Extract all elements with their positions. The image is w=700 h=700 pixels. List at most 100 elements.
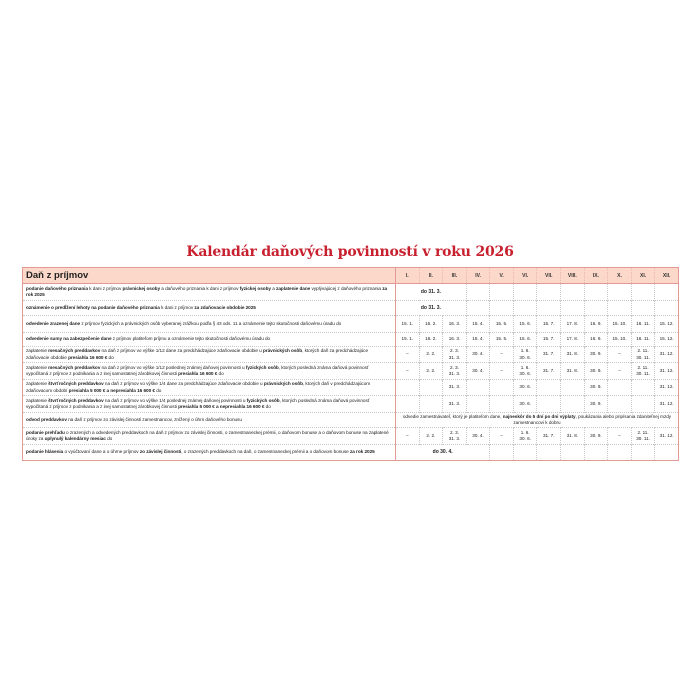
- tax-calendar-table: Daň z príjmov I. II. III. IV. V. VI. VII. VIII.…: [22, 267, 679, 461]
- table-row: zaplatenie mesačných preddavkov na daň z…: [22, 346, 679, 363]
- empty-cell: [607, 300, 632, 316]
- empty-cell: [489, 444, 514, 461]
- deadline-cell: 15. 7.: [536, 315, 561, 333]
- deadline-cell: [630, 379, 655, 396]
- deadline-cell: [607, 379, 632, 396]
- deadline-cell: –: [607, 346, 632, 363]
- bold-text: podanie daňového priznania: [26, 285, 88, 291]
- deadline-cell: 17. 8.: [560, 332, 585, 347]
- deadline-cell: 2. 2.: [418, 346, 443, 363]
- deadline-cell: 16. 11.: [630, 332, 655, 347]
- bold-text: za rok 2025: [349, 449, 375, 455]
- empty-cell: [512, 283, 537, 301]
- deadline-cell: 30. 4.: [465, 427, 490, 445]
- bold-text: odvedenie zrazenej dane: [26, 320, 81, 326]
- deadline-cell: 16. 9.: [583, 332, 608, 347]
- deadline-cell: 1. 6. 30. 6.: [512, 362, 537, 380]
- deadline-cell: 17. 8.: [560, 315, 585, 333]
- table-row: zaplatenie mesačných preddavkov na daň z…: [22, 362, 679, 380]
- deadline-span: do 30. 4.: [394, 444, 490, 461]
- deadline-cell: 31. 12.: [654, 346, 679, 363]
- month-header: VI.: [512, 267, 537, 284]
- empty-cell: [630, 283, 655, 301]
- bold-text: právnických osôb: [263, 381, 303, 387]
- empty-cell: [654, 283, 679, 301]
- bold-text: štvrťročných preddavkov: [48, 381, 104, 387]
- deadline-cell: [536, 395, 561, 413]
- deadline-cell: 2. 3. 31. 3.: [442, 427, 467, 445]
- empty-cell: [536, 300, 561, 316]
- empty-cell: [654, 300, 679, 316]
- bold-text: zaplatenie dane: [276, 285, 311, 291]
- text: o zrazených a odvedených preddavkoch na …: [26, 429, 389, 441]
- text: do: [217, 371, 224, 376]
- empty-cell: [465, 300, 490, 316]
- deadline-cell: 15. 6.: [512, 315, 537, 333]
- text: , ktorých posledná známa daňová povinnos…: [26, 364, 369, 376]
- table-row: zaplatenie štvrťročných preddavkov na da…: [22, 395, 679, 413]
- bold-text: podanie prehľadu: [26, 429, 65, 435]
- deadline-cell: 31. 7.: [536, 346, 561, 363]
- deadline-cell: 2. 3. 31. 3.: [442, 346, 467, 363]
- empty-cell: [630, 444, 655, 461]
- text: k dani z príjmov: [88, 285, 123, 291]
- month-header: I.: [395, 267, 420, 284]
- bold-text: mesačných preddavkov: [48, 364, 101, 370]
- deadline-cell: 16. 3.: [442, 332, 467, 347]
- text: a daňového priznania k dani z príjmov: [160, 285, 240, 291]
- deadline-cell: [465, 379, 490, 396]
- deadline-cell: [536, 379, 561, 396]
- bold-text: oznámenie o predĺžení lehoty na podanie …: [26, 304, 160, 310]
- deadline-span: do 31. 3.: [395, 283, 467, 301]
- obligation-description: podanie prehľadu o zrazených a odvedenýc…: [22, 427, 396, 445]
- page-title: Kalendár daňových povinností v roku 2026: [186, 244, 514, 260]
- deadline-cell: 30. 6.: [512, 379, 537, 396]
- bold-text: za zdaňovacie obdobie 2025: [194, 304, 256, 310]
- deadline-cell: [560, 395, 585, 413]
- bold-text: presiahla 16 600 €: [68, 354, 108, 360]
- deadline-cell: 2. 3. 31. 3.: [442, 362, 467, 380]
- empty-cell: [607, 283, 632, 301]
- deadline-cell: 30. 9.: [583, 427, 608, 445]
- empty-cell: [654, 444, 679, 461]
- deadline-cell: 16. 9.: [583, 315, 608, 333]
- deadline-cell: 30. 4.: [465, 346, 490, 363]
- table-header-row: Daň z príjmov I. II. III. IV. V. VI. VII. VIII.…: [22, 267, 679, 284]
- text: do: [154, 387, 162, 393]
- deadline-cell: –: [395, 427, 420, 445]
- text: k dani z príjmov: [159, 304, 195, 310]
- deadline-cell: 1. 6. 30. 6.: [512, 346, 537, 363]
- bold-text: odvod preddavkov: [26, 416, 67, 422]
- text: na daň z príjmov vo výške 1/12 dane za p…: [100, 348, 263, 354]
- deadline-cell: 30. 6.: [512, 395, 537, 413]
- deadline-cell: 16. 2.: [418, 332, 443, 347]
- obligation-description: podanie hlásenia o vyúčtovaní dane a o ú…: [22, 444, 396, 461]
- bold-text: štvrťročných preddavkov: [48, 397, 104, 403]
- month-header: V.: [489, 267, 514, 284]
- month-header: IV.: [465, 267, 490, 284]
- deadline-cell: 15. 10.: [607, 332, 632, 347]
- deadline-cell: 31. 8.: [560, 427, 585, 445]
- text: do: [264, 404, 271, 409]
- empty-cell: [583, 300, 608, 316]
- bold-text: za rok 2025: [26, 285, 388, 297]
- empty-cell: [465, 283, 490, 301]
- text: z príjmov fyzických a právnických osôb v…: [80, 320, 342, 326]
- deadline-cell: [560, 379, 585, 396]
- empty-cell: [583, 283, 608, 301]
- text: zaplatenie: [26, 381, 49, 387]
- obligation-description: zaplatenie mesačných preddavkov na daň z…: [22, 346, 396, 363]
- text: na daň z príjmov vo výške 1/4 poslednej …: [103, 397, 247, 403]
- obligation-description: zaplatenie štvrťročných preddavkov na da…: [22, 395, 396, 413]
- deadline-cell: 15. 12.: [654, 332, 679, 347]
- text: na daň z príjmov zo závislej činnosti za…: [66, 416, 242, 422]
- obligation-description: podanie daňového priznania k dani z príj…: [22, 283, 396, 301]
- deadline-cell: 30. 9.: [583, 395, 608, 413]
- text: z príjmov platiteľom príjmu a oznámenie …: [111, 336, 271, 342]
- text: a: [270, 285, 277, 291]
- bold-text: najneskôr do 5 dní po dni výplaty: [502, 413, 576, 419]
- deadline-cell: 2. 2.: [418, 362, 443, 380]
- text: zaplatenie: [26, 364, 49, 370]
- empty-cell: [583, 444, 608, 461]
- bold-text: mesačných preddavkov: [48, 348, 101, 354]
